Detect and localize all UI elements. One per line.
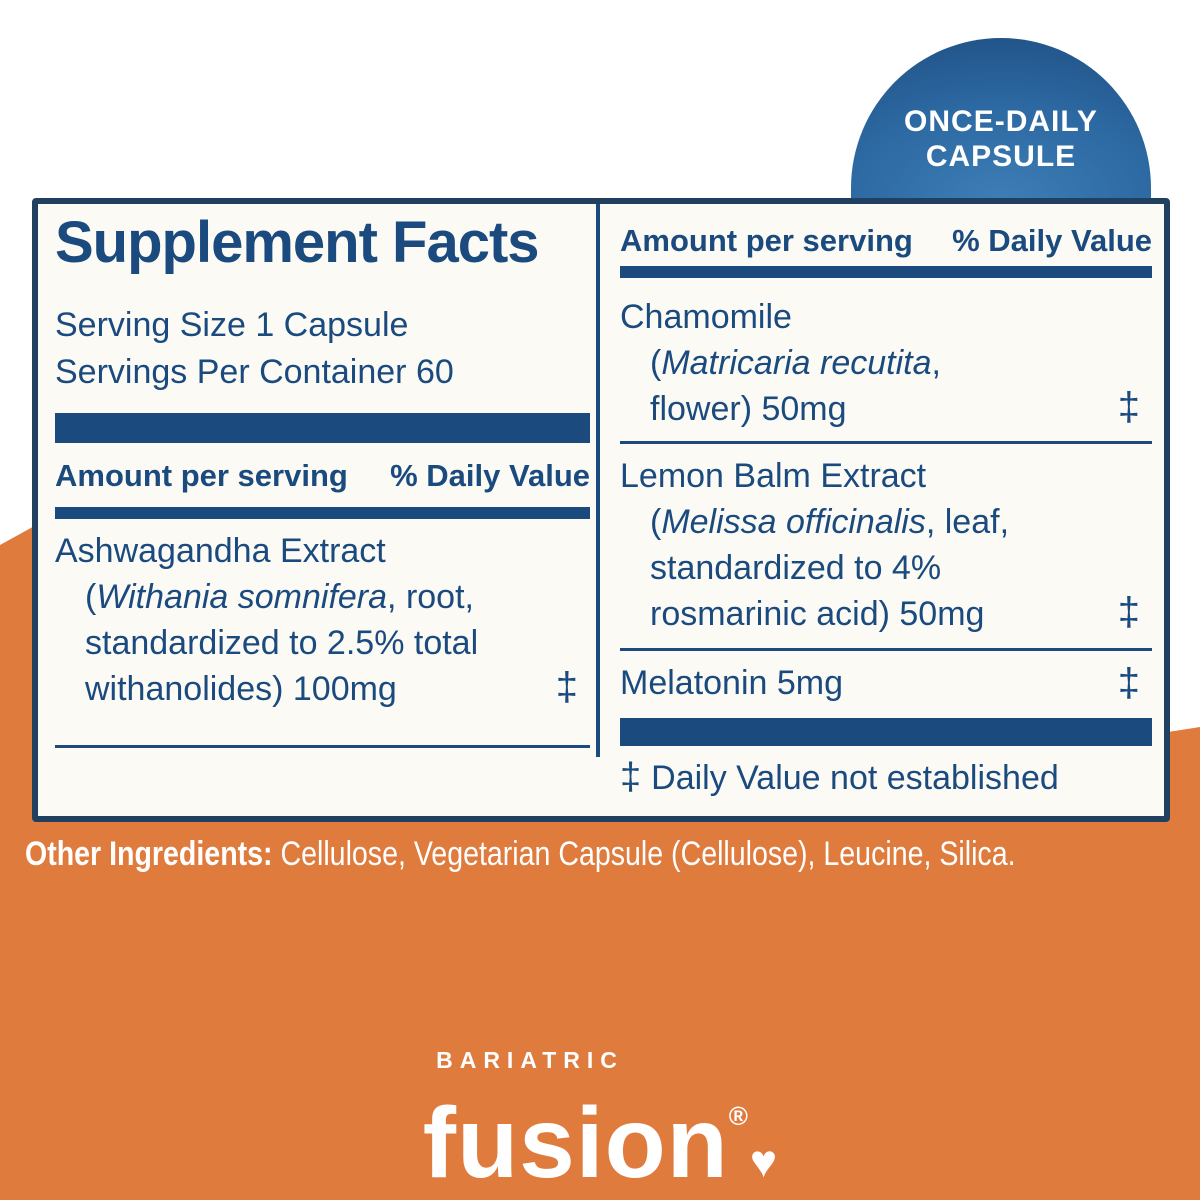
heart-icon: ♥ (749, 1135, 778, 1187)
other-ingredients: Other Ingredients: Cellulose, Vegetarian… (25, 833, 1200, 875)
left-amount-header: Amount per serving (55, 458, 348, 493)
badge-line-2: CAPSULE (925, 140, 1077, 173)
latin-name: Withania somnifera (96, 578, 388, 616)
ingredient-name: Lemon Balm Extract (620, 457, 927, 495)
left-bottom-rule (55, 745, 590, 748)
paren-open: ( (650, 344, 662, 382)
ingredient-detail-line: standardized to 2.5% total (85, 624, 479, 662)
right-rule-2 (620, 648, 1152, 651)
ingredient-name: Chamomile (620, 298, 792, 336)
ingredient-latin-line: (Melissa officinalis, leaf, (620, 499, 1152, 545)
ingredient-detail-line: standardized to 4% (650, 549, 942, 587)
ingredient-row-chamomile: Chamomile (Matricaria recutita, flower) … (620, 294, 1152, 432)
once-daily-badge: ONCE-DAILY CAPSULE (851, 38, 1151, 204)
ingredient-row-ashwagandha: Ashwagandha Extract (Withania somnifera,… (55, 528, 590, 712)
badge-line-1: ONCE-DAILY (904, 105, 1098, 138)
paren-open: ( (650, 503, 662, 541)
supplement-facts-panel: Supplement Facts Serving Size 1 Capsule … (32, 198, 1170, 822)
paren-open: ( (85, 578, 97, 616)
brand-wordmark: fusion (422, 1087, 729, 1199)
ingredient-amount-line: flower) 50mg (650, 390, 847, 428)
latin-suffix: , root, (387, 578, 474, 616)
daily-value-symbol: ‡ (555, 665, 578, 709)
right-rule-1 (620, 441, 1152, 444)
right-daily-value-header: % Daily Value (952, 223, 1152, 258)
latin-suffix: , leaf, (925, 503, 1010, 541)
other-ingredients-label: Other Ingredients: (25, 835, 273, 873)
right-column-header: Amount per serving % Daily Value (620, 222, 1152, 260)
servings-per-container: Servings Per Container 60 (55, 353, 454, 391)
other-ingredients-text: Cellulose, Vegetarian Capsule (Cellulose… (272, 835, 1016, 873)
daily-value-symbol: ‡ (1117, 661, 1140, 705)
ingredient-amount-line: rosmarinic acid) 50mg (650, 595, 985, 633)
daily-value-symbol: ‡ (1117, 385, 1140, 429)
left-column-header: Amount per serving % Daily Value (55, 457, 590, 495)
latin-name: Melissa officinalis (661, 503, 926, 541)
footnote-symbol: ‡ (620, 756, 642, 798)
brand-logo: BARIATRIC fusion®♥ (0, 1047, 1200, 1200)
right-header-underline (620, 266, 1152, 278)
daily-value-symbol: ‡ (1117, 590, 1140, 634)
ingredient-name: Ashwagandha Extract (55, 532, 386, 570)
left-header-underline (55, 507, 590, 519)
right-amount-header: Amount per serving (620, 223, 913, 258)
brand-name-main: fusion®♥ (423, 1087, 777, 1199)
ingredient-latin-line: (Withania somnifera, root, (55, 574, 590, 620)
ingredient-amount-line: withanolides) 100mg (85, 670, 397, 708)
daily-value-footnote: ‡ Daily Value not established (620, 756, 1059, 799)
supplement-facts-title: Supplement Facts (55, 210, 540, 275)
left-daily-value-header: % Daily Value (390, 458, 590, 493)
ingredient-row-melatonin: Melatonin 5mg ‡ (620, 660, 1152, 706)
serving-info: Serving Size 1 Capsule Servings Per Cont… (55, 302, 454, 396)
footnote-text: Daily Value not established (651, 759, 1059, 797)
latin-name: Matricaria recutita (661, 344, 932, 382)
ingredient-name: Melatonin 5mg (620, 664, 844, 702)
left-thick-bar (55, 413, 590, 443)
ingredient-latin-line: (Matricaria recutita, (620, 340, 1152, 386)
registered-trademark-icon: ® (728, 1101, 748, 1131)
brand-name-top: BARIATRIC (436, 1047, 624, 1073)
latin-suffix: , (931, 344, 941, 382)
right-thick-bar (620, 718, 1152, 746)
ingredient-row-lemon-balm: Lemon Balm Extract (Melissa officinalis,… (620, 453, 1152, 637)
column-divider (596, 204, 600, 757)
serving-size: Serving Size 1 Capsule (55, 306, 409, 344)
